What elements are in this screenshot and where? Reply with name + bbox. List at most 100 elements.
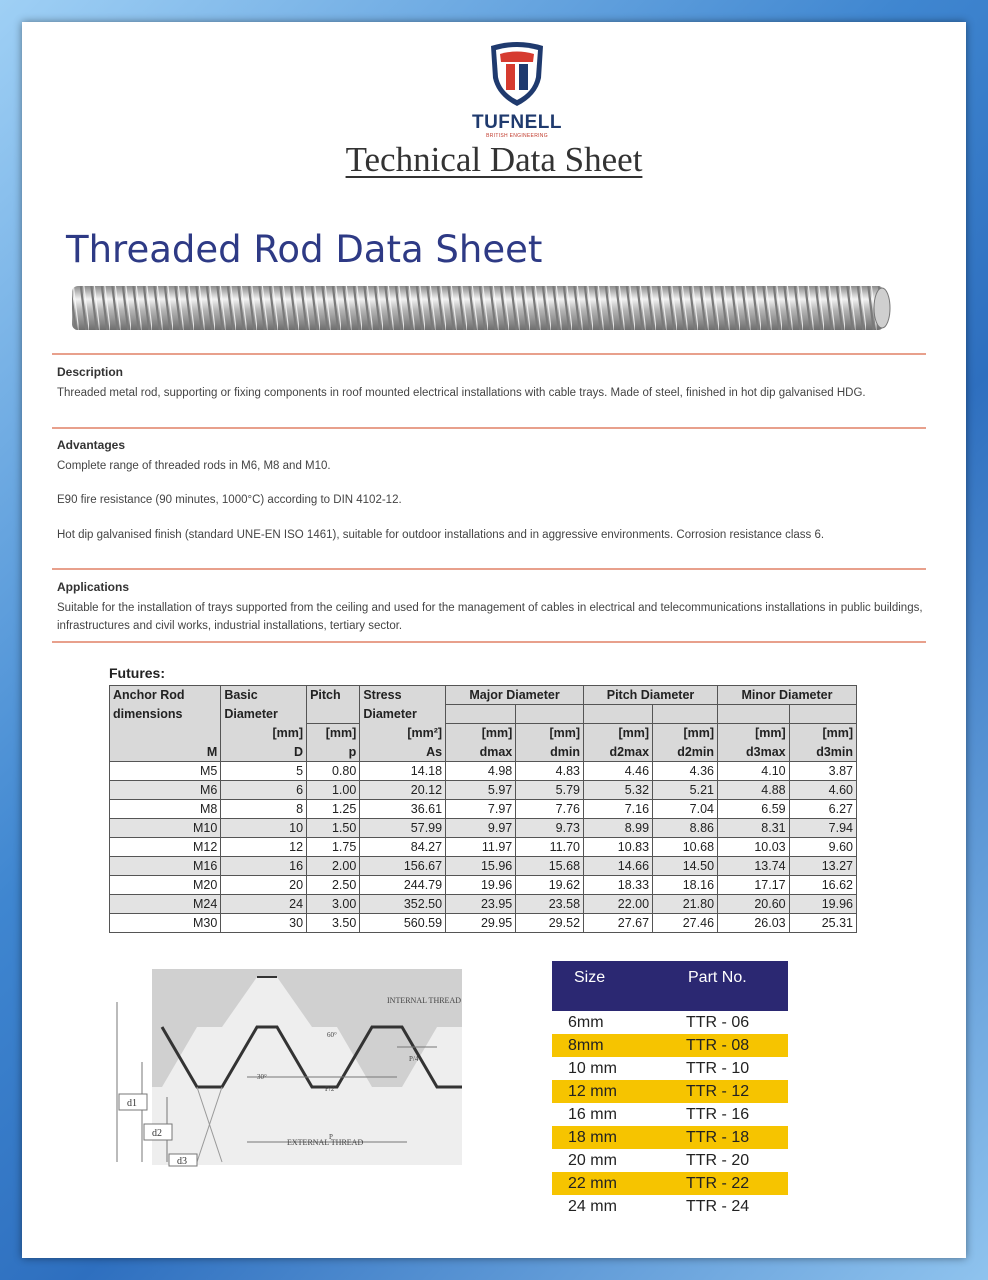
list-item: 22 mm TTR - 22 xyxy=(552,1172,788,1195)
table-cell: 57.99 xyxy=(359,818,447,838)
thread-profile-diagram: d1 d2 d3 INTERNAL THREAD EXTERNAL THREAD… xyxy=(116,969,462,1167)
table-cell: M6 xyxy=(108,780,222,800)
table-cell: 27.46 xyxy=(652,913,719,933)
table-cell: 18.16 xyxy=(652,875,719,895)
table-cell: 1.25 xyxy=(306,799,361,819)
unit-row: [mm] [mm] [mm²] [mm] [mm] [mm] [mm] [mm] [mm] xyxy=(108,723,858,743)
table-cell: 29.95 xyxy=(445,913,517,933)
table-cell: 5.97 xyxy=(445,780,517,800)
size-cell: 18 mm xyxy=(568,1129,617,1146)
table-cell: 352.50 xyxy=(359,894,447,914)
table-cell: 5.79 xyxy=(515,780,585,800)
table-cell: M10 xyxy=(108,818,222,838)
part-number-cell: TTR - 10 xyxy=(686,1060,750,1077)
blank-cell xyxy=(583,704,654,724)
symbol-cell: D xyxy=(220,742,308,762)
size-cell: 12 mm xyxy=(568,1083,617,1100)
col-basic-2: Diameter xyxy=(220,704,308,724)
table-cell: 22.00 xyxy=(583,894,654,914)
unit-cell: [mm] xyxy=(220,723,308,743)
angle-60-label: 60° xyxy=(327,1031,337,1039)
table-cell: 16 xyxy=(220,856,308,876)
symbol-cell: M xyxy=(108,742,222,762)
table-cell: 24 xyxy=(220,894,308,914)
blank-cell xyxy=(717,704,790,724)
tufnell-logo: TUFNELL BRITISH ENGINEERING xyxy=(462,40,572,139)
blank-cell xyxy=(306,704,361,724)
table-cell: 12 xyxy=(220,837,308,857)
table-row: M10 10 1.50 57.99 9.97 9.73 8.99 8.86 8.31 7.94 xyxy=(108,818,858,838)
table-cell: 560.59 xyxy=(359,913,447,933)
shield-logo-icon xyxy=(491,42,543,106)
table-cell: 7.04 xyxy=(652,799,719,819)
threaded-rod-image xyxy=(72,286,891,330)
part-number-cell: TTR - 16 xyxy=(686,1106,750,1123)
external-thread-label: EXTERNAL THREAD xyxy=(287,1138,363,1147)
table-cell: 6.59 xyxy=(717,799,790,819)
table-cell: 11.70 xyxy=(515,837,585,857)
table-cell: M5 xyxy=(108,761,222,781)
table-row: M16 16 2.00 156.67 15.96 15.68 14.66 14.50 13.74… xyxy=(108,856,858,876)
table-cell: 27.67 xyxy=(583,913,654,933)
size-cell: 22 mm xyxy=(568,1175,617,1192)
table-cell: 1.00 xyxy=(306,780,361,800)
unit-cell xyxy=(108,723,222,743)
table-cell: 5.21 xyxy=(652,780,719,800)
table-cell: 16.62 xyxy=(788,875,858,895)
table-cell: 8.31 xyxy=(717,818,790,838)
description-text: Threaded metal rod, supporting or fixing… xyxy=(57,387,866,399)
divider xyxy=(52,641,926,643)
table-cell: 7.97 xyxy=(445,799,517,819)
col-minor: Minor Diameter xyxy=(717,685,857,705)
table-cell: 13.27 xyxy=(788,856,858,876)
size-cell: 20 mm xyxy=(568,1152,617,1169)
symbol-cell: d2max xyxy=(583,742,654,762)
symbol-cell: p xyxy=(306,742,361,762)
p-label: P xyxy=(329,1133,333,1141)
table-cell: 9.73 xyxy=(515,818,585,838)
table-cell: 4.46 xyxy=(583,761,654,781)
table-cell: M16 xyxy=(108,856,222,876)
unit-cell: [mm²] xyxy=(359,723,447,743)
table-row: M6 6 1.00 20.12 5.97 5.79 5.32 5.21 4.88 4.60 xyxy=(108,780,858,800)
part-table-header: Size Part No. xyxy=(552,961,788,1011)
part-number-cell: TTR - 18 xyxy=(686,1129,750,1146)
table-cell: 15.96 xyxy=(445,856,517,876)
table-cell: 10 xyxy=(220,818,308,838)
table-cell: 19.62 xyxy=(515,875,585,895)
size-cell: 8mm xyxy=(568,1037,604,1054)
table-cell: 7.94 xyxy=(788,818,858,838)
table-cell: 6.27 xyxy=(788,799,858,819)
part-number-cell: TTR - 12 xyxy=(686,1083,750,1100)
unit-cell: [mm] xyxy=(583,723,654,743)
table-cell: 7.16 xyxy=(583,799,654,819)
list-item: 10 mm TTR - 10 xyxy=(552,1057,788,1080)
table-cell: 4.88 xyxy=(717,780,790,800)
table-cell: 3.00 xyxy=(306,894,361,914)
symbol-cell: dmax xyxy=(445,742,517,762)
size-cell: 10 mm xyxy=(568,1060,617,1077)
unit-cell: [mm] xyxy=(306,723,361,743)
advantage-item: Hot dip galvanised finish (standard UNE-… xyxy=(57,529,825,541)
table-cell: 9.60 xyxy=(788,837,858,857)
part-number-cell: TTR - 06 xyxy=(686,1014,750,1031)
futures-section: Futures: Anchor Rod Basic Pitch Stress M… xyxy=(108,665,859,941)
table-cell: 18.33 xyxy=(583,875,654,895)
unit-cell: [mm] xyxy=(717,723,790,743)
table-cell: 8.99 xyxy=(583,818,654,838)
table-cell: 4.36 xyxy=(652,761,719,781)
table-cell: 30 xyxy=(220,913,308,933)
table-cell: 19.96 xyxy=(788,894,858,914)
symbol-cell: d3max xyxy=(717,742,790,762)
table-cell: 4.98 xyxy=(445,761,517,781)
table-cell: 244.79 xyxy=(359,875,447,895)
table-cell: 10.68 xyxy=(652,837,719,857)
applications-text: Suitable for the installation of trays s… xyxy=(57,602,923,632)
p4-label: P/4 xyxy=(409,1055,419,1063)
table-cell: 26.03 xyxy=(717,913,790,933)
table-cell: 5 xyxy=(220,761,308,781)
size-cell: 6mm xyxy=(568,1014,604,1031)
blank-cell xyxy=(788,704,858,724)
unit-cell: [mm] xyxy=(515,723,585,743)
col-anchor-2: dimensions xyxy=(108,704,222,724)
